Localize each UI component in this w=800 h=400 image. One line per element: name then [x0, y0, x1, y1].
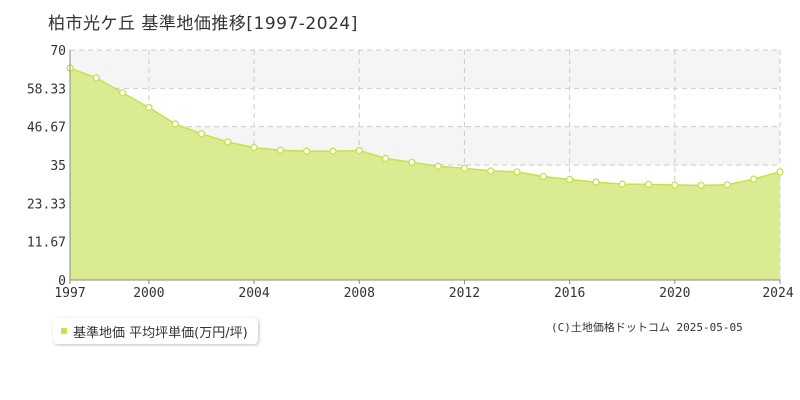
- y-tick-label: 70: [50, 44, 66, 59]
- data-point: [539, 172, 547, 181]
- data-point: [750, 175, 758, 183]
- x-tick-label: 1997: [54, 286, 85, 301]
- y-tick-label: 0: [58, 274, 66, 289]
- data-point: [671, 181, 679, 189]
- y-tick-label: 11.67: [27, 236, 66, 251]
- copyright: (C)土地価格ドットコム 2025-05-05: [551, 321, 743, 334]
- data-point: [644, 180, 653, 189]
- x-tick-label: 2016: [554, 286, 585, 301]
- data-point: [513, 168, 521, 176]
- data-point: [303, 147, 311, 155]
- y-tick-label: 35: [50, 159, 66, 174]
- data-point: [697, 181, 705, 190]
- legend-swatch: [61, 328, 67, 334]
- data-point: [250, 143, 258, 152]
- data-point: [197, 130, 206, 138]
- y-tick-labels: 0 11.67 23.33 35 46.67 58.33 70: [27, 44, 66, 289]
- axes: [69, 50, 780, 281]
- data-point: [171, 120, 179, 128]
- data-point: [408, 158, 416, 167]
- data-point: [723, 181, 732, 189]
- legend: 基準地価 平均坪単価(万円/坪): [53, 318, 258, 344]
- x-tick-label: 2020: [659, 286, 690, 301]
- y-tick-label: 58.33: [27, 82, 66, 97]
- data-point: [776, 168, 784, 176]
- y-tick-label: 23.33: [27, 197, 66, 212]
- data-point: [565, 175, 574, 184]
- x-tick-label: 2000: [133, 286, 164, 301]
- x-tick-label: 2024: [762, 286, 793, 301]
- area-fill: [70, 68, 780, 280]
- series-line: [69, 67, 781, 187]
- data-point: [224, 138, 232, 146]
- x-tick-label: 2012: [449, 286, 480, 301]
- data-point: [92, 74, 100, 82]
- data-point: [355, 146, 363, 155]
- x-tick-label: 2004: [238, 286, 269, 301]
- x-tick-label: 2008: [344, 286, 375, 301]
- data-point: [329, 147, 337, 155]
- data-point: [118, 89, 127, 97]
- data-point: [618, 180, 626, 188]
- data-point: [145, 103, 153, 112]
- data-point: [592, 178, 600, 186]
- background-band: [70, 50, 780, 89]
- page-title: 柏市光ケ丘 基準地価推移[1997-2024]: [48, 14, 358, 34]
- y-tick-label: 46.67: [27, 121, 66, 136]
- data-point: [276, 146, 285, 154]
- x-tick-labels: 1997 2000 2004 2008 2012 2016 2020 2024: [54, 280, 794, 301]
- data-point: [460, 164, 469, 172]
- data-point: [487, 167, 495, 175]
- data-point: [434, 162, 442, 170]
- legend-label: 基準地価 平均坪単価(万円/坪): [73, 325, 248, 341]
- data-point: [381, 154, 390, 163]
